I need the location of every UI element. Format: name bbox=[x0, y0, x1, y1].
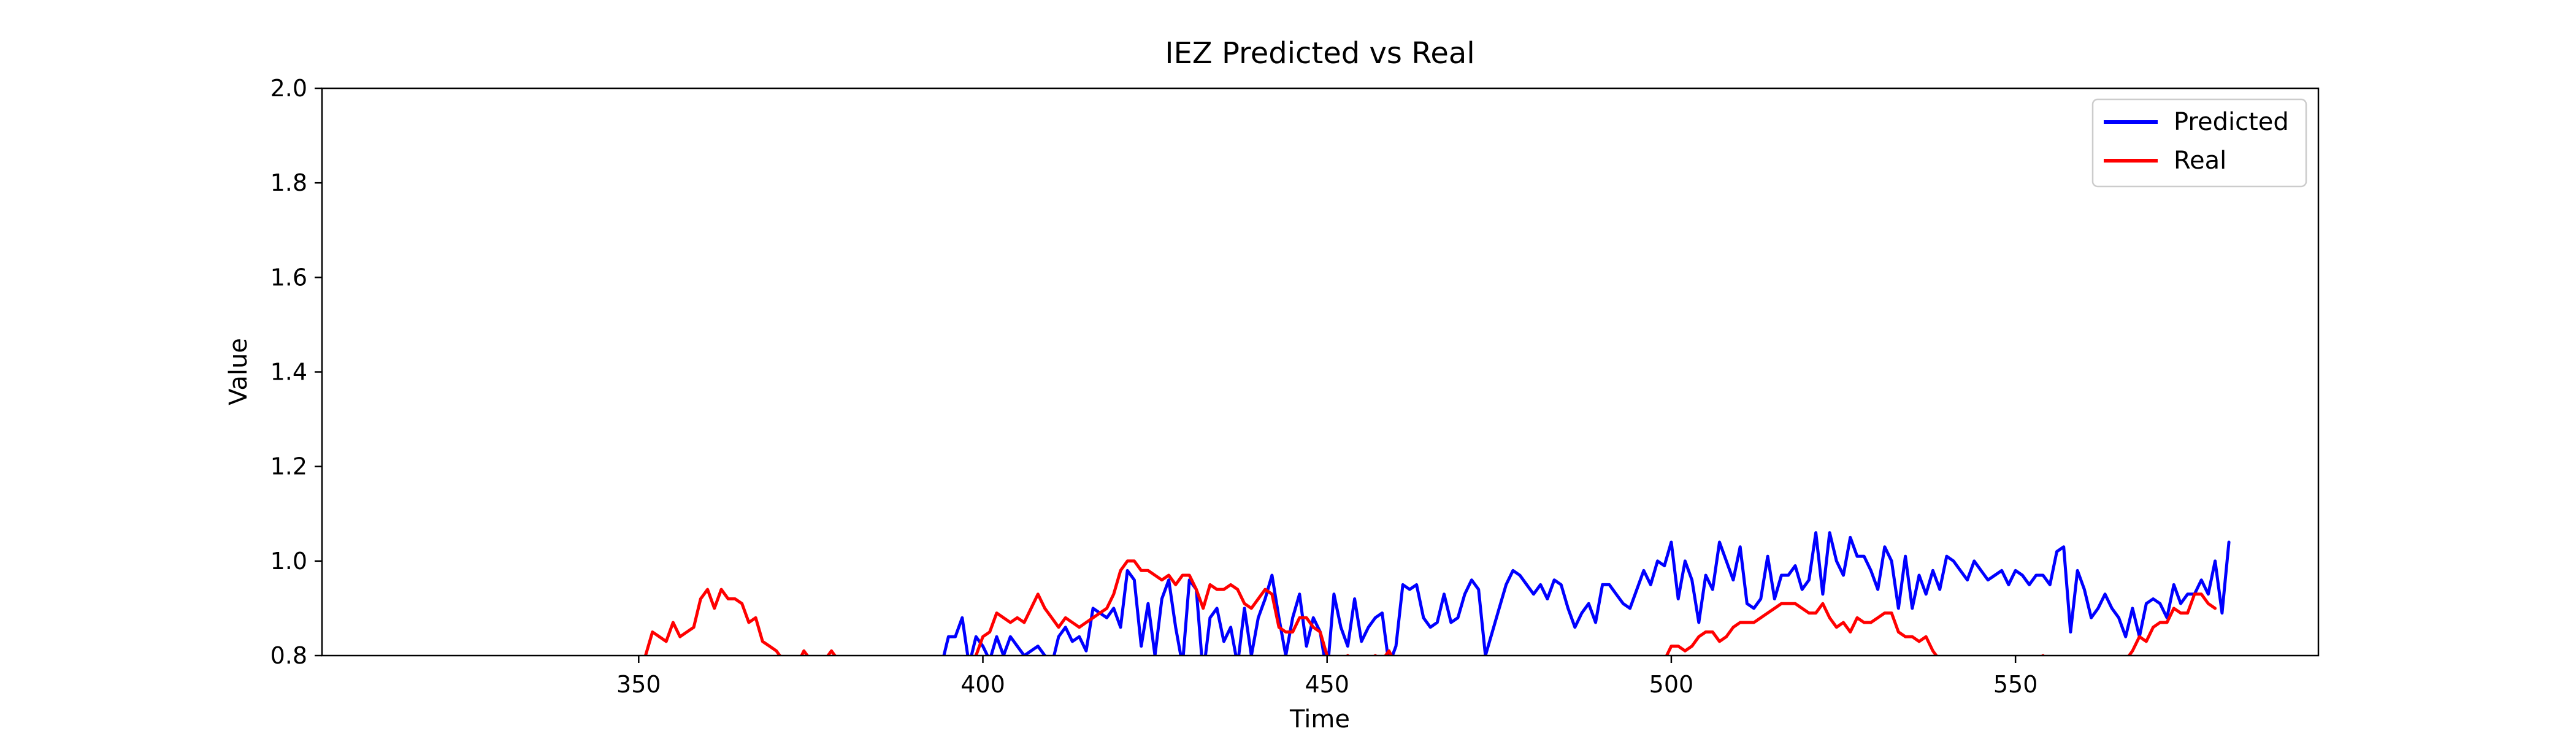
y-tick-label: 1.4 bbox=[270, 359, 307, 386]
series-line-real bbox=[2127, 592, 2217, 656]
series-real bbox=[643, 559, 2217, 656]
x-tick-label: 400 bbox=[960, 671, 1005, 698]
series-line-predicted bbox=[942, 531, 2231, 656]
x-axis: 350 400 450 500 550 bbox=[616, 656, 2037, 698]
legend-label-predicted: Predicted bbox=[2174, 108, 2289, 136]
series-line-real bbox=[643, 588, 837, 656]
chart-title: IEZ Predicted vs Real bbox=[1165, 36, 1474, 71]
legend: Predicted Real bbox=[2091, 98, 2307, 188]
series-predicted bbox=[942, 531, 2231, 656]
x-axis-label: Time bbox=[1289, 705, 1350, 733]
series-line-real bbox=[1665, 602, 1939, 656]
x-tick-label: 500 bbox=[1649, 671, 1694, 698]
legend-label-real: Real bbox=[2174, 147, 2226, 175]
y-tick-label: 1.0 bbox=[270, 548, 307, 575]
x-tick-label: 450 bbox=[1305, 671, 1349, 698]
y-tick-label: 0.8 bbox=[270, 642, 307, 669]
y-tick-label: 1.8 bbox=[270, 169, 307, 196]
x-tick-label: 550 bbox=[1993, 671, 2038, 698]
y-tick-label: 1.2 bbox=[270, 453, 307, 480]
y-axis: 0.8 1.0 1.2 1.4 1.6 1.8 2.0 bbox=[270, 75, 322, 669]
y-tick-label: 1.6 bbox=[270, 264, 307, 291]
series-layer bbox=[643, 531, 2231, 656]
series-line-real bbox=[973, 559, 1393, 656]
y-axis-label: Value bbox=[224, 338, 253, 405]
y-tick-label: 2.0 bbox=[270, 75, 307, 102]
x-tick-label: 350 bbox=[616, 671, 661, 698]
